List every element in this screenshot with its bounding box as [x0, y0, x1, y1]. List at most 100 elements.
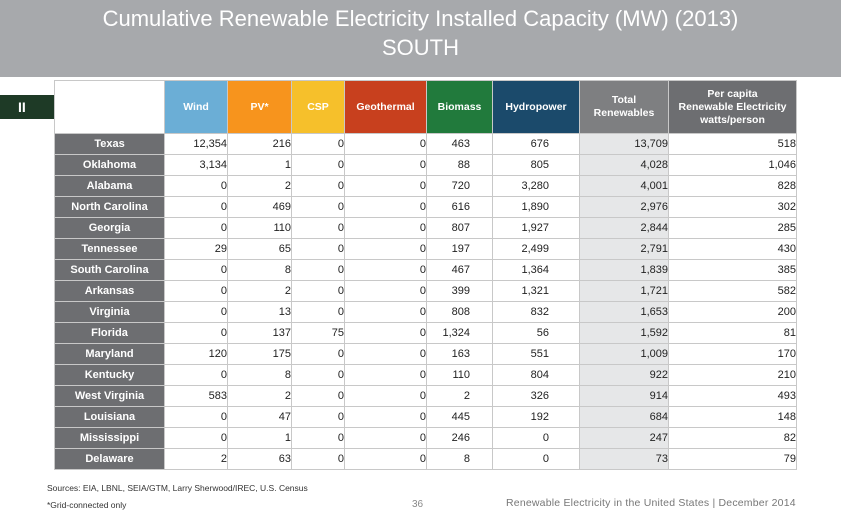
per-capita-cell: 148	[668, 406, 797, 428]
csp-cell: 0	[291, 343, 345, 365]
state-cell: Georgia	[54, 217, 165, 239]
total-cell: 922	[579, 364, 669, 386]
table-row: West Virginia 583 2 0 0 2 326 914 493	[54, 385, 797, 407]
pv-cell: 2	[227, 385, 292, 407]
state-cell: Florida	[54, 322, 165, 344]
state-cell: Virginia	[54, 301, 165, 323]
total-cell: 73	[579, 448, 669, 470]
page-subtitle: SOUTH	[382, 35, 459, 60]
total-cell: 684	[579, 406, 669, 428]
pv-cell: 469	[227, 196, 292, 218]
per-capita-cell: 493	[668, 385, 797, 407]
pv-cell: 137	[227, 322, 292, 344]
page-title: Cumulative Renewable Electricity Install…	[102, 6, 739, 31]
pv-cell: 216	[227, 133, 292, 155]
wind-cell: 29	[164, 238, 228, 260]
geothermal-cell: 0	[344, 406, 427, 428]
header-geothermal: Geothermal	[344, 80, 427, 134]
total-cell: 1,592	[579, 322, 669, 344]
pv-cell: 2	[227, 280, 292, 302]
hydropower-cell: 192	[492, 406, 580, 428]
geothermal-cell: 0	[344, 175, 427, 197]
biomass-cell: 720	[426, 175, 493, 197]
total-cell: 1,721	[579, 280, 669, 302]
csp-cell: 0	[291, 280, 345, 302]
total-cell: 1,009	[579, 343, 669, 365]
geothermal-cell: 0	[344, 196, 427, 218]
per-capita-cell: 200	[668, 301, 797, 323]
csp-cell: 0	[291, 175, 345, 197]
header-total-line2: Renewables	[593, 107, 655, 119]
wind-cell: 0	[164, 301, 228, 323]
total-cell: 914	[579, 385, 669, 407]
geothermal-cell: 0	[344, 280, 427, 302]
geothermal-cell: 0	[344, 154, 427, 176]
table-row: Virginia 0 13 0 0 808 832 1,653 200	[54, 301, 797, 323]
csp-cell: 0	[291, 364, 345, 386]
state-cell: Maryland	[54, 343, 165, 365]
header-biomass: Biomass	[426, 80, 493, 134]
state-cell: Texas	[54, 133, 165, 155]
header-csp: CSP	[291, 80, 345, 134]
biomass-cell: 467	[426, 259, 493, 281]
header-per-capita: Per capita Renewable Electricity watts/p…	[668, 80, 797, 134]
geothermal-cell: 0	[344, 385, 427, 407]
per-capita-cell: 210	[668, 364, 797, 386]
state-cell: Mississippi	[54, 427, 165, 449]
csp-cell: 0	[291, 406, 345, 428]
table-row: Mississippi 0 1 0 0 246 0 247 82	[54, 427, 797, 449]
biomass-cell: 197	[426, 238, 493, 260]
hydropower-cell: 676	[492, 133, 580, 155]
table-row: Georgia 0 110 0 0 807 1,927 2,844 285	[54, 217, 797, 239]
biomass-cell: 88	[426, 154, 493, 176]
wind-cell: 2	[164, 448, 228, 470]
title-band: Cumulative Renewable Electricity Install…	[0, 0, 841, 77]
pv-cell: 13	[227, 301, 292, 323]
geothermal-cell: 0	[344, 259, 427, 281]
biomass-cell: 110	[426, 364, 493, 386]
state-cell: Arkansas	[54, 280, 165, 302]
header-pv: PV*	[227, 80, 292, 134]
hydropower-cell: 805	[492, 154, 580, 176]
capacity-table: Wind PV* CSP Geothermal Biomass Hydropow…	[54, 80, 797, 470]
biomass-cell: 8	[426, 448, 493, 470]
pv-cell: 8	[227, 364, 292, 386]
geothermal-cell: 0	[344, 343, 427, 365]
pv-cell: 1	[227, 427, 292, 449]
table-row: North Carolina 0 469 0 0 616 1,890 2,976 302	[54, 196, 797, 218]
total-cell: 1,653	[579, 301, 669, 323]
hydropower-cell: 804	[492, 364, 580, 386]
geothermal-cell: 0	[344, 364, 427, 386]
publication-info: Renewable Electricity in the United Stat…	[506, 497, 796, 509]
pv-cell: 110	[227, 217, 292, 239]
header-total: Total Renewables	[579, 80, 669, 134]
wind-cell: 0	[164, 322, 228, 344]
csp-cell: 0	[291, 301, 345, 323]
table-row: Tennessee 29 65 0 0 197 2,499 2,791 430	[54, 238, 797, 260]
pv-cell: 2	[227, 175, 292, 197]
state-cell: Delaware	[54, 448, 165, 470]
per-capita-cell: 1,046	[668, 154, 797, 176]
state-cell: Alabama	[54, 175, 165, 197]
biomass-cell: 445	[426, 406, 493, 428]
total-cell: 4,028	[579, 154, 669, 176]
hydropower-cell: 1,890	[492, 196, 580, 218]
biomass-cell: 463	[426, 133, 493, 155]
wind-cell: 0	[164, 175, 228, 197]
csp-cell: 0	[291, 217, 345, 239]
hydropower-cell: 2,499	[492, 238, 580, 260]
per-capita-cell: 170	[668, 343, 797, 365]
wind-cell: 120	[164, 343, 228, 365]
per-capita-cell: 79	[668, 448, 797, 470]
biomass-cell: 808	[426, 301, 493, 323]
page-number: 36	[412, 499, 424, 510]
pv-cell: 1	[227, 154, 292, 176]
wind-cell: 0	[164, 364, 228, 386]
hydropower-cell: 1,927	[492, 217, 580, 239]
geothermal-cell: 0	[344, 427, 427, 449]
hydropower-cell: 832	[492, 301, 580, 323]
state-cell: Louisiana	[54, 406, 165, 428]
table-row: South Carolina 0 8 0 0 467 1,364 1,839 385	[54, 259, 797, 281]
state-cell: North Carolina	[54, 196, 165, 218]
csp-cell: 0	[291, 196, 345, 218]
